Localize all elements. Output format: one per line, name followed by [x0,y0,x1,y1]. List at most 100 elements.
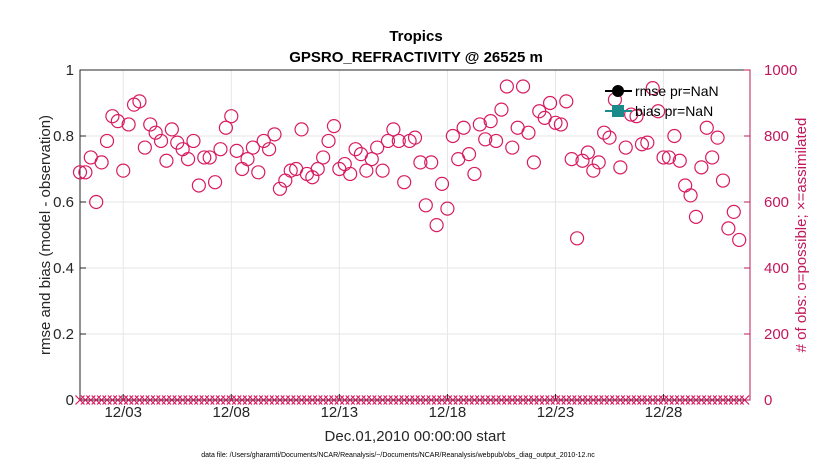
obs-possible-point [618,140,633,155]
obs-possible-point [143,117,158,132]
obs-possible-point [499,79,514,94]
left-tick-label: 0 [66,392,74,409]
obs-possible-point [326,118,342,134]
obs-possible-point [305,170,320,185]
obs-possible-point [364,152,379,167]
obs-possible-point [121,117,136,132]
obs-possible-point [661,150,677,165]
right-axis-ticks: 0 200 400 600 800 1000 [744,62,797,409]
obs-possible-point [251,165,266,180]
obs-possible-point [229,143,244,158]
obs-possible-point [483,114,498,129]
obs-possible-point [553,117,568,132]
obs-possible-point [640,135,655,150]
obs-possible-point [429,218,444,233]
obs-possible-point [715,173,731,188]
obs-possible-point [262,142,277,157]
obs-possible-point [218,120,233,135]
x-tick-label: 12/13 [321,404,359,421]
chart-subtitle: GPSRO_REFRACTIVITY @ 26525 m [289,49,543,66]
assimilated-series [75,395,750,405]
obs-possible-point [732,232,747,248]
obs-possible-point [667,128,682,144]
obs-possible-point [434,176,450,191]
obs-possible-point [597,125,612,140]
obs-possible-point [478,132,493,147]
legend-rmse-marker [612,85,624,97]
obs-possible-point [656,150,671,165]
obs-possible-point [153,133,169,149]
obs-possible-point [164,122,179,137]
obs-possible-point [380,133,396,149]
y-axis-label-left: rmse and bias (model - observation) [37,115,54,355]
obs-possible-point [359,163,374,178]
obs-possible-point [624,107,639,122]
obs-possible-point [207,175,223,190]
obs-possible-point [294,122,309,137]
obs-possible-point [240,152,255,167]
right-tick-label: 800 [764,128,789,145]
obs-possible-point [72,165,88,180]
legend-rmse-label: rmse pr=NaN [635,83,719,99]
obs-possible-point [256,133,271,149]
x-tick-label: 12/18 [429,404,467,421]
obs-possible-point [602,130,617,145]
x-tick-label: 12/03 [104,404,142,421]
obs-possible-point [386,122,401,137]
obs-possible-point [488,133,504,149]
obs-possible-point [699,120,714,135]
obs-possible-point [688,209,704,224]
obs-possible-point [89,194,104,210]
obs-possible-point [569,231,585,246]
obs-possible-point [505,140,520,155]
x-tick-label: 12/28 [645,404,683,421]
possible-series [72,79,747,248]
obs-possible-point [515,79,531,94]
x-tick-label: 12/08 [213,404,251,421]
obs-possible-point [494,102,509,117]
x-axis-ticks: 12/03 12/08 12/13 12/18 12/23 12/28 [104,394,682,421]
left-tick-label: 1 [66,62,74,79]
obs-possible-point [418,198,433,213]
obs-possible-point [586,163,601,178]
obs-possible-point [710,130,725,145]
obs-possible-point [78,165,93,180]
obs-possible-point [105,109,120,124]
obs-possible-point [440,201,455,216]
obs-possible-point [343,166,358,182]
legend-bias-marker [612,105,624,117]
legend: rmse pr=NaN bias pr=NaN [605,83,719,119]
y-axis-label-right: # of obs: o=possible; ×=assimilated [793,118,810,353]
obs-possible-point [272,181,288,196]
obs-possible-point [197,150,212,165]
obs-possible-point [575,153,590,168]
obs-possible-point [370,140,385,155]
obs-possible-point [542,95,558,111]
legend-bias-label: bias pr=NaN [635,103,713,119]
obs-possible-point [645,81,660,96]
obs-possible-point [375,163,390,178]
obs-possible-point [613,160,628,175]
obs-possible-point [159,153,174,168]
obs-possible-point [213,142,228,157]
obs-possible-point [634,137,650,152]
obs-possible-point [191,178,206,193]
obs-possible-point [132,94,147,109]
obs-possible-point [202,150,217,165]
obs-possible-point [348,142,363,157]
obs-possible-point [321,133,336,149]
obs-assimilated-point [739,395,750,405]
obs-possible-point [224,109,239,124]
obs-possible-point [456,120,471,135]
obs-possible-point [116,163,131,178]
obs-possible-point [413,155,428,170]
right-tick-label: 400 [764,260,789,277]
obs-possible-point [651,104,666,119]
obs-possible-point [180,152,196,167]
obs-possible-point [672,153,687,168]
left-tick-label: 0.2 [53,326,74,343]
obs-possible-point [591,155,606,170]
footnote: data file: /Users/gharamti/Documents/NCA… [201,452,595,459]
